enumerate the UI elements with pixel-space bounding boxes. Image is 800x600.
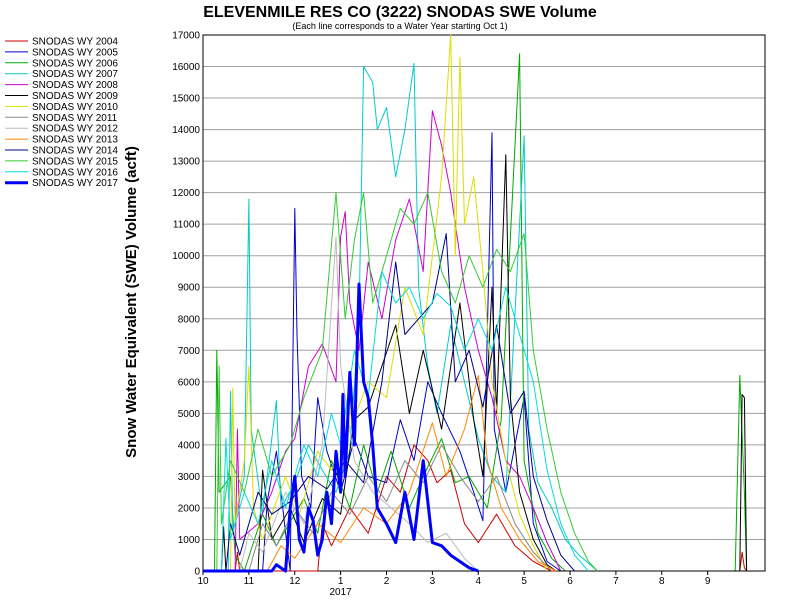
x-tick-label: 2 xyxy=(384,576,390,587)
y-tick-label: 4000 xyxy=(178,440,201,451)
legend-label: SNODAS WY 2005 xyxy=(32,47,118,58)
y-tick-label: 9000 xyxy=(178,283,201,294)
y-tick-label: 3000 xyxy=(178,472,201,483)
legend-label: SNODAS WY 2014 xyxy=(32,146,118,157)
series-line-snodas-wy-2012 xyxy=(203,236,479,572)
y-tick-label: 13000 xyxy=(172,157,200,168)
legend-label: SNODAS WY 2015 xyxy=(32,156,118,167)
legend-label: SNODAS WY 2012 xyxy=(32,124,118,135)
y-tick-label: 8000 xyxy=(178,314,201,325)
x-tick-label: 5 xyxy=(521,576,527,587)
y-axis-label: Snow Water Equivalent (SWE) Volume (acft… xyxy=(123,146,140,458)
series-line-snodas-wy-2016 xyxy=(203,271,589,572)
y-tick-label: 14000 xyxy=(172,125,200,136)
legend-label: SNODAS WY 2006 xyxy=(32,58,118,69)
series-line-snodas-wy-2009 xyxy=(203,154,748,572)
legend-label: SNODAS WY 2007 xyxy=(32,69,118,80)
y-axis-ticks: 0 1000 2000 3000 4000 5000 6000 7000 8000 9000 100… xyxy=(172,31,200,578)
series-line-snodas-wy-2011 xyxy=(203,444,553,572)
x-tick-label: 11 xyxy=(244,576,255,587)
y-tick-label: 12000 xyxy=(172,188,200,199)
x-tick-label: 12 xyxy=(289,576,301,587)
legend-label: SNODAS WY 2010 xyxy=(32,102,118,113)
chart-title: ELEVENMILE RES CO (3222) SNODAS SWE Volu… xyxy=(203,4,597,21)
y-tick-label: 6000 xyxy=(178,377,201,388)
series-line-snodas-wy-2006 xyxy=(203,53,748,572)
x-tick-label: 3 xyxy=(430,576,436,587)
legend-label: SNODAS WY 2011 xyxy=(32,113,118,124)
series-line-snodas-wy-2014 xyxy=(203,233,575,572)
plot-area xyxy=(202,34,766,572)
legend-label: SNODAS WY 2009 xyxy=(32,91,118,102)
y-tick-label: 10000 xyxy=(172,251,200,262)
x-tick-label: 10 xyxy=(197,576,209,587)
series-line-snodas-wy-2013 xyxy=(203,375,557,572)
y-tick-label: 15000 xyxy=(172,94,200,105)
legend-label: SNODAS WY 2017 xyxy=(32,178,118,189)
series-lines xyxy=(203,34,748,573)
y-tick-label: 5000 xyxy=(178,409,201,420)
y-tick-label: 1000 xyxy=(178,535,201,546)
series-line-snodas-wy-2017 xyxy=(203,282,479,573)
y-tick-label: 11000 xyxy=(173,220,201,231)
series-line-snodas-wy-2015 xyxy=(203,192,598,572)
x-axis-year-label: 2017 xyxy=(330,587,353,598)
series-line-snodas-wy-2005 xyxy=(203,132,562,572)
series-line-snodas-wy-2010 xyxy=(203,34,548,572)
y-tick-label: 0 xyxy=(194,567,200,578)
x-tick-label: 8 xyxy=(659,576,665,587)
x-tick-label: 1 xyxy=(338,576,344,587)
legend-label: SNODAS WY 2008 xyxy=(32,80,118,91)
y-tick-label: 2000 xyxy=(178,503,201,514)
x-tick-label: 6 xyxy=(567,576,573,587)
series-line-snodas-wy-2007 xyxy=(203,62,598,572)
legend-label: SNODAS WY 2004 xyxy=(32,37,118,48)
legend-label: SNODAS WY 2013 xyxy=(32,135,118,146)
y-tick-label: 17000 xyxy=(172,31,200,42)
y-tick-label: 16000 xyxy=(172,62,200,73)
series-line-snodas-wy-2008 xyxy=(203,110,562,572)
x-tick-label: 7 xyxy=(613,576,619,587)
chart-subtitle: (Each line corresponds to a Water Year s… xyxy=(292,21,507,31)
legend-label: SNODAS WY 2016 xyxy=(32,167,118,178)
y-tick-label: 7000 xyxy=(178,346,201,357)
x-axis-ticks: 10 11 12 1 2 3 4 5 6 7 8 9 xyxy=(197,571,711,587)
x-tick-label: 9 xyxy=(705,576,711,587)
x-tick-label: 4 xyxy=(475,576,481,587)
